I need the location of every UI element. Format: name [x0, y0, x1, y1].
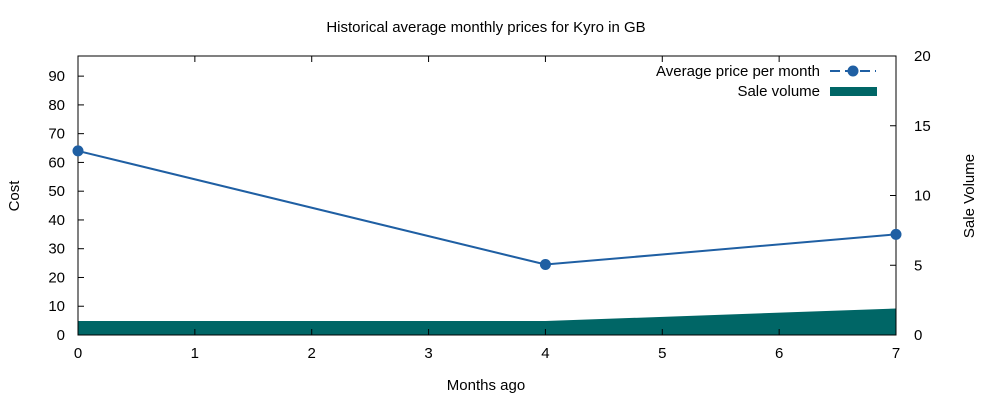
x-tick-label: 0 — [74, 345, 82, 362]
average-price-line — [77, 149, 897, 266]
x-tick-label: 6 — [775, 345, 783, 362]
x-axis-label: Months ago — [447, 377, 525, 394]
y-tick-label: 40 — [48, 212, 65, 229]
y-axis-left: 0 10 20 30 40 50 60 70 80 90 — [48, 68, 84, 344]
y2-tick-label: 15 — [914, 118, 931, 135]
chart-title: Historical average monthly prices for Ky… — [326, 19, 645, 36]
x-tick-label: 7 — [892, 345, 900, 362]
x-axis: 0 1 2 3 4 5 6 7 — [74, 56, 900, 362]
y2-tick-label: 10 — [914, 188, 931, 205]
y-tick-label: 60 — [48, 154, 65, 171]
average-price-line-layer — [72, 145, 902, 271]
average-price-point — [72, 145, 84, 157]
sale-volume-area-layer — [78, 308, 896, 335]
y-tick-label: 90 — [48, 68, 65, 85]
y2-tick-label: 0 — [914, 327, 922, 344]
y-tick-label: 30 — [48, 241, 65, 258]
legend-swatch-sale-volume — [830, 87, 877, 96]
x-tick-label: 4 — [541, 345, 549, 362]
y2-axis-label: Sale Volume — [961, 154, 978, 238]
x-tick-label: 1 — [191, 345, 199, 362]
x-tick-label: 5 — [658, 345, 666, 362]
y-tick-label: 0 — [57, 327, 65, 344]
sale-volume-area — [78, 308, 896, 335]
legend-marker-average-price — [847, 65, 859, 77]
y-axis-label: Cost — [6, 180, 23, 212]
x-tick-label: 3 — [424, 345, 432, 362]
y-tick-label: 10 — [48, 298, 65, 315]
legend: Average price per month Sale volume — [656, 63, 877, 100]
average-price-point — [539, 259, 551, 271]
y-tick-label: 20 — [48, 269, 65, 286]
y2-tick-label: 5 — [914, 257, 922, 274]
average-price-point — [890, 228, 902, 240]
legend-label-sale-volume: Sale volume — [737, 83, 820, 100]
y2-tick-label: 20 — [914, 48, 931, 65]
y-tick-label: 80 — [48, 97, 65, 114]
y-tick-label: 70 — [48, 126, 65, 143]
legend-label-average-price: Average price per month — [656, 63, 820, 80]
y-tick-label: 50 — [48, 183, 65, 200]
x-tick-label: 2 — [308, 345, 316, 362]
y-axis-right: 0 5 10 15 20 — [890, 48, 931, 344]
